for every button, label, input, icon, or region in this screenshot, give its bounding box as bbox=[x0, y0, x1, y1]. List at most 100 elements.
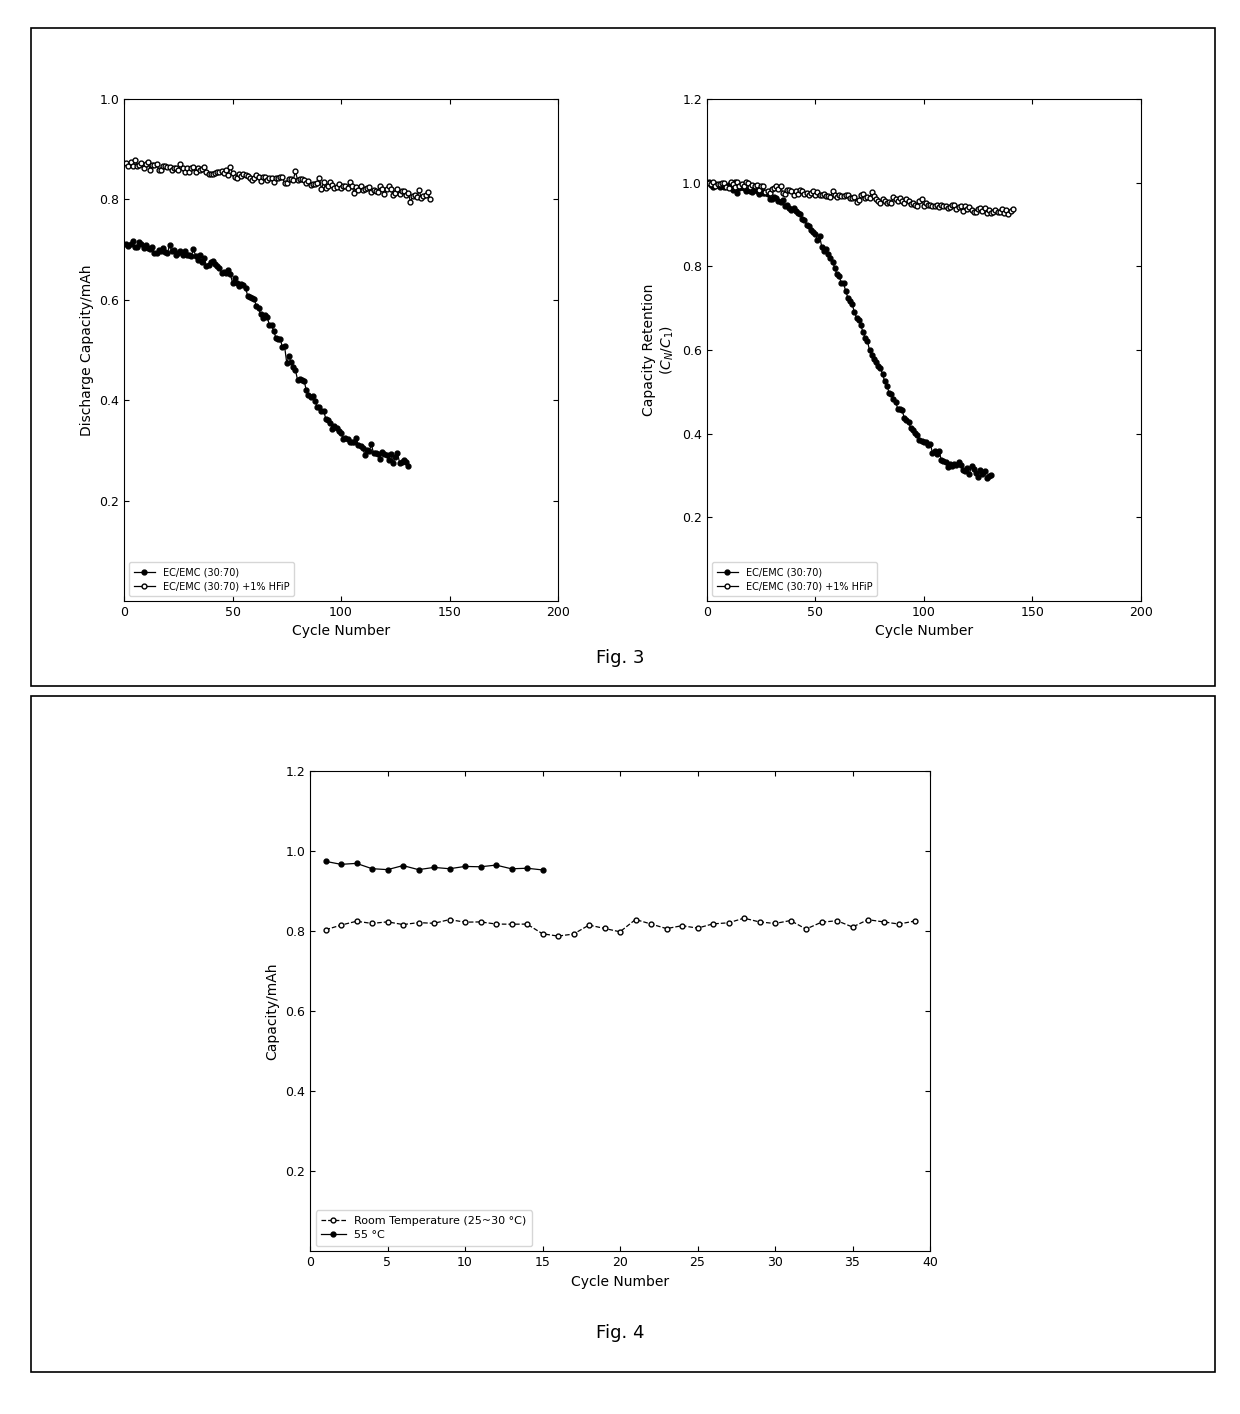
Room Temperature (25~30 °C) bbox=[706, 915, 720, 932]
Room Temperature (25~30 °C) bbox=[892, 915, 906, 932]
EC/EMC (30:70) +1% HFiP bbox=[128, 151, 143, 168]
55 °C bbox=[427, 858, 441, 875]
Y-axis label: Capacity/mAh: Capacity/mAh bbox=[265, 963, 279, 1059]
55 °C bbox=[350, 855, 365, 872]
Room Temperature (25~30 °C) bbox=[520, 916, 534, 933]
EC/EMC (30:70) +1% HFiP bbox=[722, 180, 737, 197]
EC/EMC (30:70) +1% HFiP bbox=[412, 182, 427, 199]
X-axis label: Cycle Number: Cycle Number bbox=[291, 625, 391, 638]
Room Temperature (25~30 °C) bbox=[598, 921, 613, 937]
55 °C bbox=[365, 860, 379, 877]
55 °C bbox=[379, 861, 394, 878]
X-axis label: Cycle Number: Cycle Number bbox=[570, 1275, 670, 1288]
Room Temperature (25~30 °C) bbox=[846, 919, 861, 936]
Room Temperature (25~30 °C) bbox=[441, 911, 456, 928]
EC/EMC (30:70) bbox=[125, 233, 140, 250]
Room Temperature (25~30 °C) bbox=[737, 909, 751, 926]
EC/EMC (30:70) bbox=[281, 348, 296, 365]
Line: Room Temperature (25~30 °C): Room Temperature (25~30 °C) bbox=[324, 916, 916, 939]
EC/EMC (30:70) +1% HFiP bbox=[992, 204, 1007, 221]
Room Temperature (25~30 °C) bbox=[396, 916, 410, 933]
55 °C bbox=[474, 858, 489, 875]
Room Temperature (25~30 °C) bbox=[784, 912, 799, 929]
EC/EMC (30:70) +1% HFiP bbox=[962, 198, 977, 215]
EC/EMC (30:70) bbox=[401, 457, 415, 474]
Room Temperature (25~30 °C) bbox=[613, 923, 627, 940]
Line: EC/EMC (30:70) +1% HFiP: EC/EMC (30:70) +1% HFiP bbox=[707, 180, 1016, 216]
Room Temperature (25~30 °C) bbox=[412, 913, 427, 930]
Line: 55 °C: 55 °C bbox=[324, 858, 544, 872]
55 °C bbox=[458, 858, 472, 875]
EC/EMC (30:70) +1% HFiP bbox=[221, 165, 236, 182]
Room Temperature (25~30 °C) bbox=[830, 912, 844, 929]
Room Temperature (25~30 °C) bbox=[627, 911, 642, 928]
EC/EMC (30:70) +1% HFiP bbox=[702, 174, 717, 191]
Room Temperature (25~30 °C) bbox=[365, 915, 379, 932]
55 °C bbox=[520, 860, 534, 877]
Room Temperature (25~30 °C) bbox=[660, 921, 675, 937]
EC/EMC (30:70) +1% HFiP bbox=[704, 175, 719, 192]
Legend: Room Temperature (25~30 °C), 55 °C: Room Temperature (25~30 °C), 55 °C bbox=[315, 1210, 532, 1246]
Y-axis label: Capacity Retention
$(C_N/C_1)$: Capacity Retention $(C_N/C_1)$ bbox=[642, 284, 676, 416]
55 °C bbox=[317, 853, 332, 870]
EC/EMC (30:70) bbox=[862, 342, 877, 359]
EC/EMC (30:70) +1% HFiP bbox=[804, 184, 818, 201]
Room Temperature (25~30 °C) bbox=[458, 913, 472, 930]
EC/EMC (30:70) +1% HFiP bbox=[122, 157, 136, 174]
Room Temperature (25~30 °C) bbox=[565, 926, 580, 943]
EC/EMC (30:70) bbox=[329, 420, 343, 437]
Room Temperature (25~30 °C) bbox=[582, 916, 596, 933]
Text: Fig. 4: Fig. 4 bbox=[595, 1325, 645, 1342]
Line: EC/EMC (30:70): EC/EMC (30:70) bbox=[124, 239, 410, 468]
X-axis label: Cycle Number: Cycle Number bbox=[874, 625, 973, 638]
Room Temperature (25~30 °C) bbox=[861, 911, 875, 928]
Text: Fig. 3: Fig. 3 bbox=[595, 649, 645, 666]
EC/EMC (30:70) +1% HFiP bbox=[423, 191, 438, 208]
EC/EMC (30:70) bbox=[171, 245, 186, 262]
EC/EMC (30:70) bbox=[702, 174, 717, 191]
Room Temperature (25~30 °C) bbox=[536, 925, 551, 942]
EC/EMC (30:70) bbox=[712, 178, 727, 195]
Room Temperature (25~30 °C) bbox=[317, 922, 332, 939]
Room Temperature (25~30 °C) bbox=[503, 916, 518, 933]
Room Temperature (25~30 °C) bbox=[908, 912, 923, 929]
EC/EMC (30:70) bbox=[980, 469, 994, 486]
EC/EMC (30:70) +1% HFiP bbox=[138, 156, 154, 173]
Legend: EC/EMC (30:70), EC/EMC (30:70) +1% HFiP: EC/EMC (30:70), EC/EMC (30:70) +1% HFiP bbox=[712, 563, 877, 597]
Room Temperature (25~30 °C) bbox=[799, 921, 813, 937]
EC/EMC (30:70) bbox=[119, 236, 134, 253]
Room Temperature (25~30 °C) bbox=[768, 915, 782, 932]
EC/EMC (30:70) +1% HFiP bbox=[968, 204, 983, 221]
EC/EMC (30:70) +1% HFiP bbox=[119, 154, 134, 171]
EC/EMC (30:70) bbox=[131, 233, 146, 250]
55 °C bbox=[334, 855, 348, 872]
Room Temperature (25~30 °C) bbox=[427, 915, 441, 932]
Room Temperature (25~30 °C) bbox=[675, 918, 689, 935]
Room Temperature (25~30 °C) bbox=[722, 915, 737, 932]
55 °C bbox=[536, 861, 551, 878]
EC/EMC (30:70) +1% HFiP bbox=[1006, 201, 1021, 218]
Room Temperature (25~30 °C) bbox=[875, 913, 890, 930]
Room Temperature (25~30 °C) bbox=[751, 913, 766, 930]
Room Temperature (25~30 °C) bbox=[334, 916, 348, 933]
EC/EMC (30:70) bbox=[920, 437, 935, 454]
55 °C bbox=[396, 857, 410, 874]
Room Temperature (25~30 °C) bbox=[379, 913, 394, 930]
Legend: EC/EMC (30:70), EC/EMC (30:70) +1% HFiP: EC/EMC (30:70), EC/EMC (30:70) +1% HFiP bbox=[129, 563, 294, 597]
EC/EMC (30:70) bbox=[910, 427, 925, 444]
EC/EMC (30:70) bbox=[983, 467, 998, 484]
Room Temperature (25~30 °C) bbox=[813, 913, 828, 930]
EC/EMC (30:70) +1% HFiP bbox=[386, 187, 401, 204]
Room Temperature (25~30 °C) bbox=[489, 915, 503, 932]
EC/EMC (30:70) bbox=[751, 185, 766, 202]
55 °C bbox=[441, 860, 456, 877]
EC/EMC (30:70) +1% HFiP bbox=[379, 180, 394, 197]
EC/EMC (30:70) +1% HFiP bbox=[403, 194, 418, 211]
Line: EC/EMC (30:70): EC/EMC (30:70) bbox=[707, 180, 993, 481]
EC/EMC (30:70) bbox=[296, 372, 311, 389]
55 °C bbox=[489, 857, 503, 874]
Room Temperature (25~30 °C) bbox=[551, 928, 565, 945]
55 °C bbox=[503, 860, 518, 877]
Line: EC/EMC (30:70) +1% HFiP: EC/EMC (30:70) +1% HFiP bbox=[124, 157, 433, 204]
EC/EMC (30:70) bbox=[340, 431, 355, 448]
